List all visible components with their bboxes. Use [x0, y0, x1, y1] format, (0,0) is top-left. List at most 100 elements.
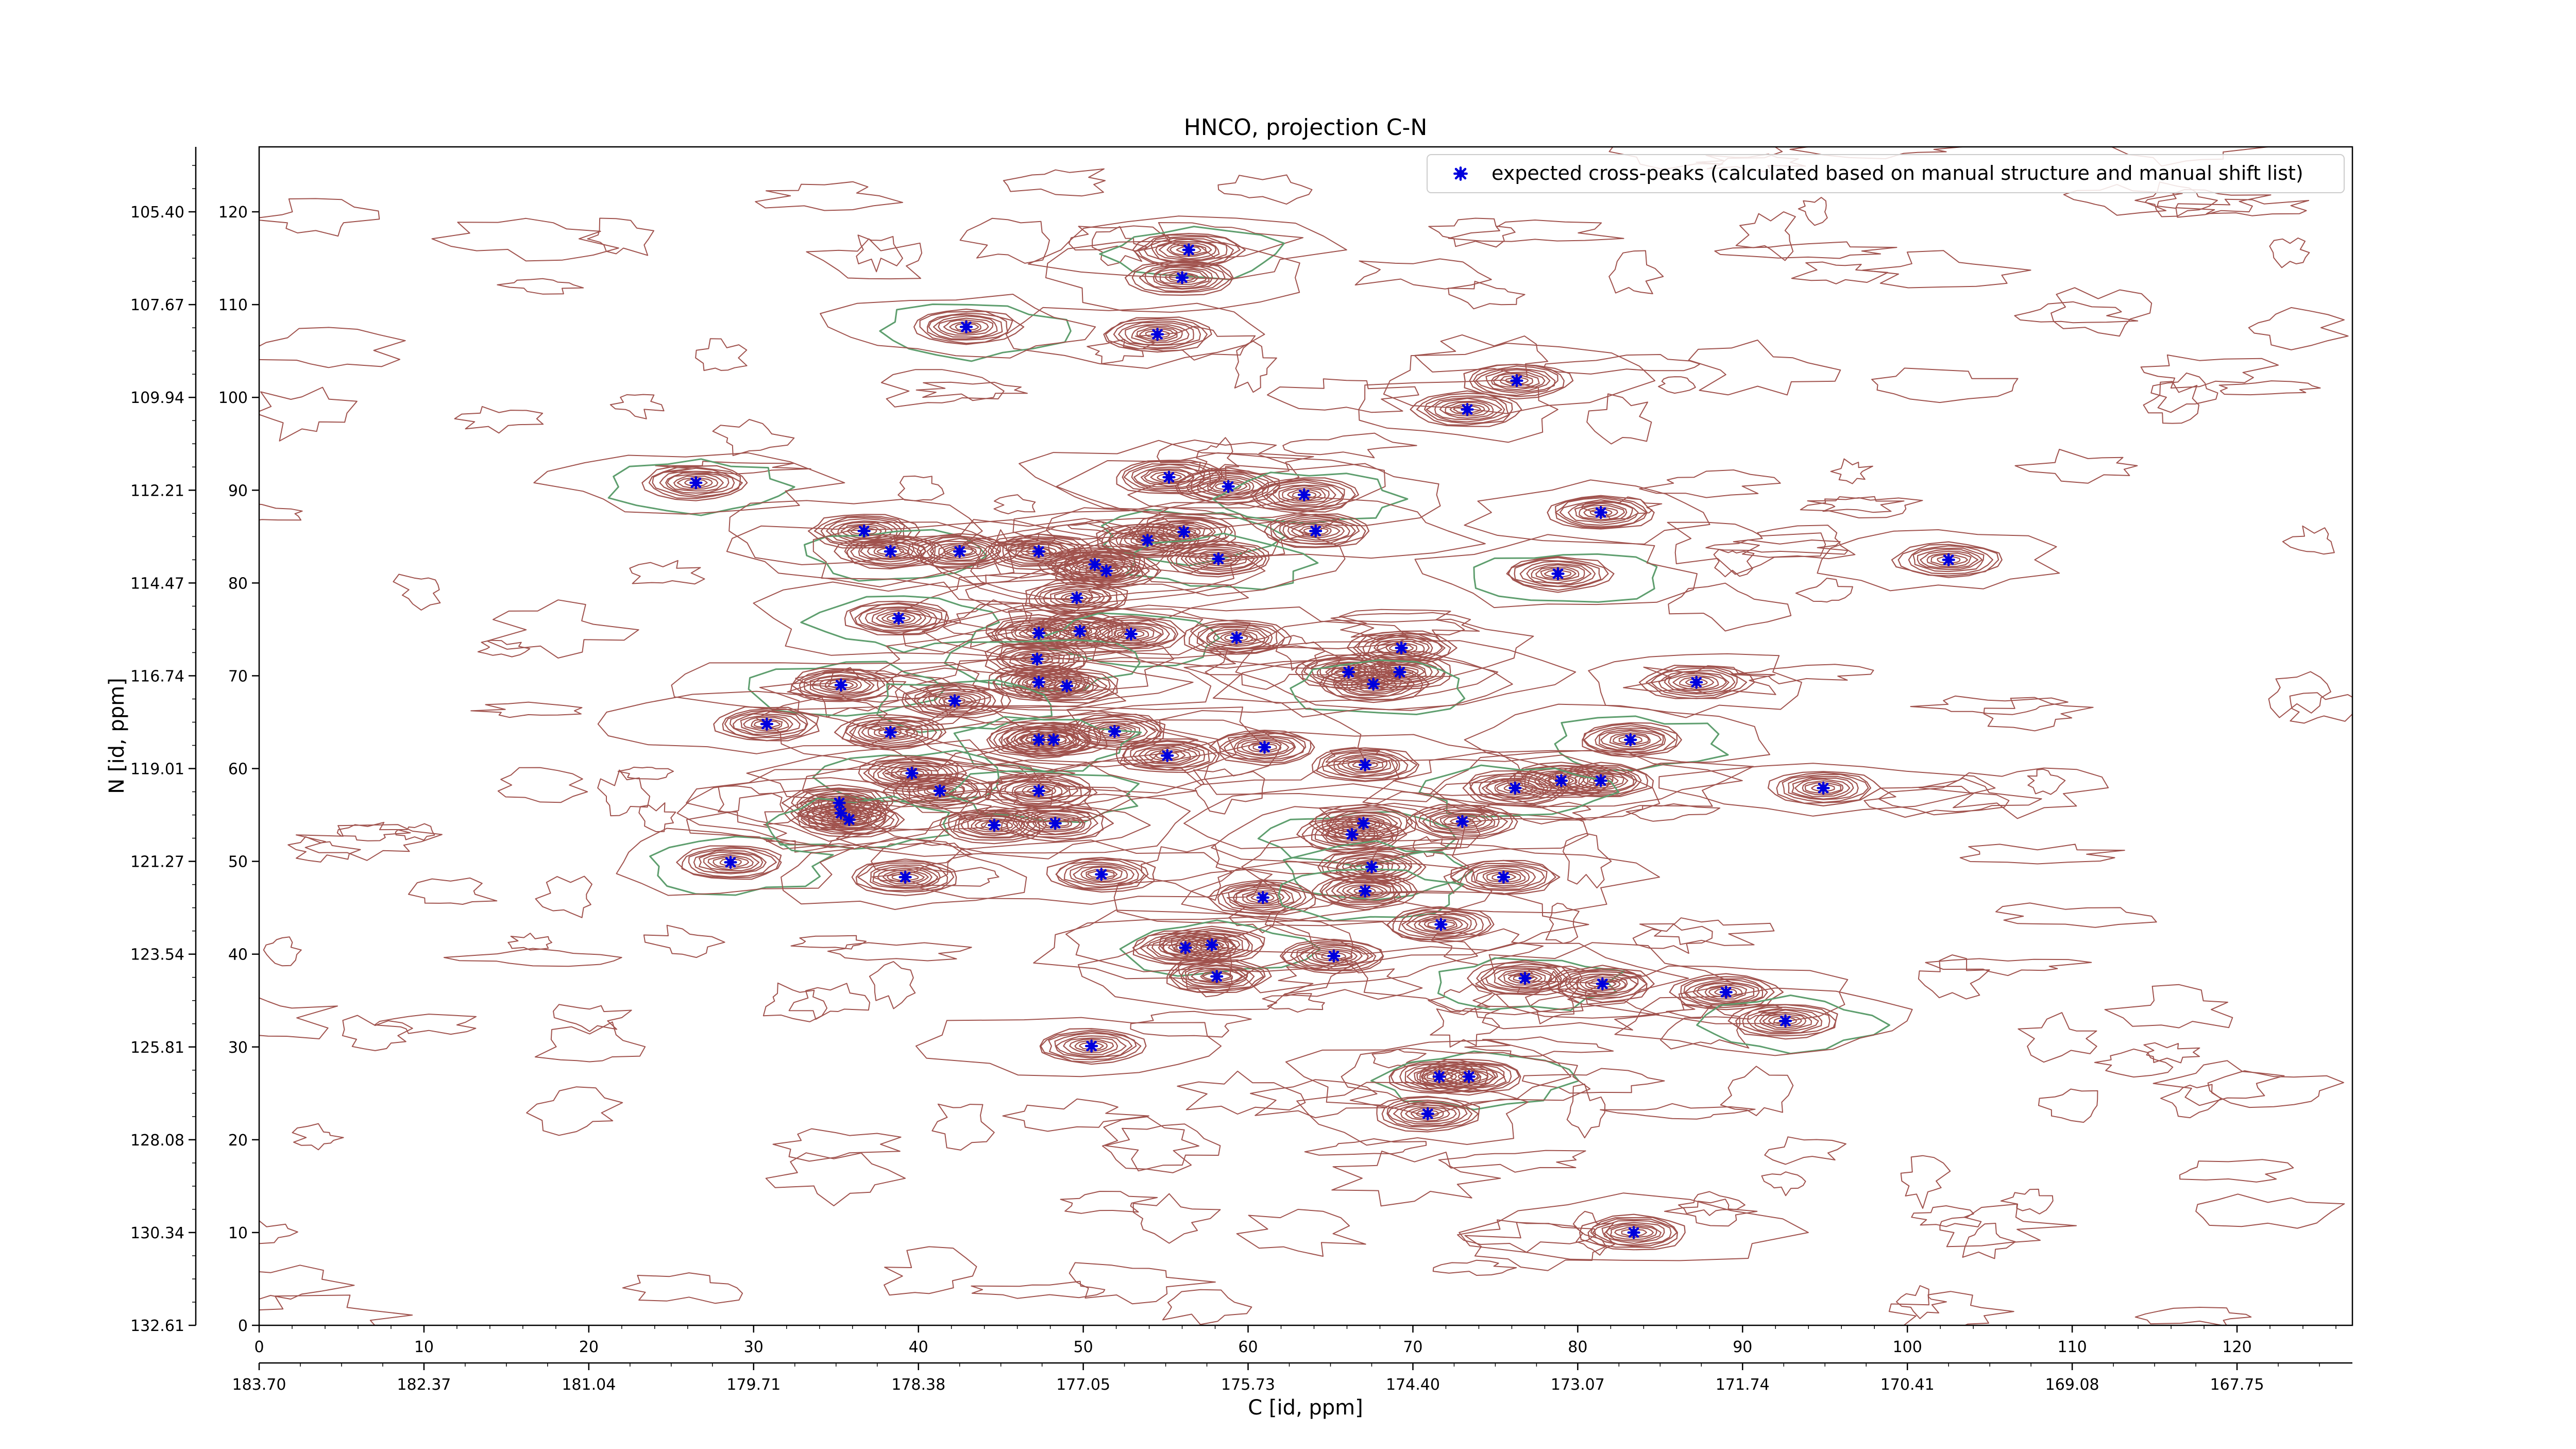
peak-contour: [870, 864, 941, 889]
noise-contour: [408, 877, 498, 905]
noise-contour: [443, 948, 622, 967]
peak-contour: [1282, 520, 1350, 543]
peak-contour: [850, 537, 926, 565]
peak-contour: [846, 537, 935, 567]
peak-contour: [1804, 782, 1842, 794]
peak-contour: [1418, 806, 1508, 836]
peak-contour: [1069, 1038, 1114, 1053]
cross-peak-point: [1594, 506, 1607, 519]
peak-contour: [1559, 499, 1639, 526]
cross-peak-point: [1309, 524, 1323, 538]
peak-contour: [1482, 870, 1526, 884]
y-tick-label: 40: [228, 946, 248, 964]
negative-contour: [876, 679, 1053, 733]
peak-contour: [901, 682, 1011, 719]
noise-contour: [916, 381, 1028, 401]
peak-contour: [919, 537, 1001, 564]
peak-contour: [1791, 777, 1854, 800]
peak-contour: [872, 790, 1191, 854]
noise-contour: [2027, 768, 2066, 795]
peak-contour: [1306, 946, 1363, 965]
noise-contour: [790, 935, 867, 950]
y-tick-label: 10: [228, 1224, 248, 1242]
peak-contour: [895, 767, 929, 779]
peak-contour: [1046, 856, 1156, 893]
peak-contour: [985, 772, 1092, 810]
peak-contour: [1782, 773, 1869, 803]
noise-contour: [1720, 1066, 1794, 1116]
peak-contour: [891, 873, 919, 881]
peak-contour: [1157, 473, 1182, 481]
peak-contour: [1754, 1009, 1819, 1032]
secondary-x-tick-label: 169.08: [2045, 1376, 2099, 1394]
y-tick-label: 70: [228, 667, 248, 685]
peak-contour: [1646, 666, 1748, 699]
cross-peak-point: [884, 545, 897, 558]
noise-contour: [1477, 986, 1597, 1013]
peak-contour: [1131, 261, 1232, 293]
peak-contour: [1194, 551, 1241, 566]
peak-contour: [1503, 970, 1546, 986]
peak-contour: [1181, 861, 1493, 922]
peak-contour: [1917, 549, 1983, 570]
cross-peak-point: [1048, 817, 1062, 830]
peak-contour: [878, 728, 902, 736]
peak-contour: [1443, 816, 1482, 827]
peak-contour: [790, 667, 895, 702]
noise-contour: [931, 1103, 995, 1151]
peak-contour: [1144, 748, 1191, 764]
peak-contour: [887, 871, 925, 883]
peak-contour: [909, 650, 1212, 726]
noise-contour: [1101, 1116, 1199, 1173]
noise-contour: [1438, 1150, 1586, 1173]
peak-contour: [1140, 468, 1195, 487]
cross-peak-point: [857, 524, 871, 538]
secondary-x-tick-label: 183.70: [232, 1376, 286, 1394]
x-tick-label: 60: [1238, 1338, 1258, 1356]
peak-contour: [1290, 942, 1377, 971]
peak-contour: [938, 544, 982, 559]
cross-peak-point: [1175, 271, 1189, 284]
peak-contour: [1464, 479, 1710, 545]
peak-contour: [1013, 727, 1091, 753]
noise-contour: [2268, 671, 2331, 718]
noise-contour: [2104, 984, 2233, 1029]
peak-contour: [1339, 673, 1409, 695]
noise-contour: [1196, 437, 1240, 480]
peak-contour: [970, 542, 1266, 604]
peak-contour: [1184, 965, 1248, 987]
noise-contour: [1521, 1068, 1665, 1094]
peak-contour: [1587, 1217, 1678, 1249]
peak-contour: [1069, 559, 1144, 584]
noise-contour: [1069, 1262, 1216, 1305]
peak-contour: [673, 475, 719, 490]
negative-contour: [1099, 226, 1285, 281]
cross-peak-point: [899, 870, 912, 884]
peak-contour: [926, 541, 994, 562]
peak-contour: [1073, 865, 1128, 883]
peak-contour: [1326, 852, 1412, 881]
peak-contour: [1250, 894, 1275, 902]
peak-contour: [904, 760, 1197, 823]
peak-contour: [1535, 566, 1580, 581]
peak-contour: [652, 467, 743, 498]
peak-contour: [1042, 819, 1069, 828]
peak-contour: [1336, 882, 1392, 901]
peak-contour: [1070, 863, 1134, 886]
peak-contour: [1416, 393, 1513, 426]
negative-contour: [1473, 553, 1658, 603]
noise-contour: [454, 406, 544, 434]
cross-peak-point: [1047, 733, 1060, 747]
peak-contour: [1291, 523, 1341, 538]
peak-contour: [1506, 557, 1609, 591]
cross-peak-point: [1256, 891, 1269, 904]
noise-contour: [259, 503, 303, 521]
peak-contour: [1118, 322, 1194, 346]
y-tick-label: 120: [218, 204, 248, 222]
cross-peak-point: [1212, 552, 1225, 566]
peak-contour: [1618, 736, 1642, 744]
peak-contour: [1485, 778, 1545, 798]
secondary-y-tick-label: 121.27: [130, 853, 184, 871]
noise-contour: [535, 875, 592, 918]
noise-contour: [884, 1246, 977, 1296]
